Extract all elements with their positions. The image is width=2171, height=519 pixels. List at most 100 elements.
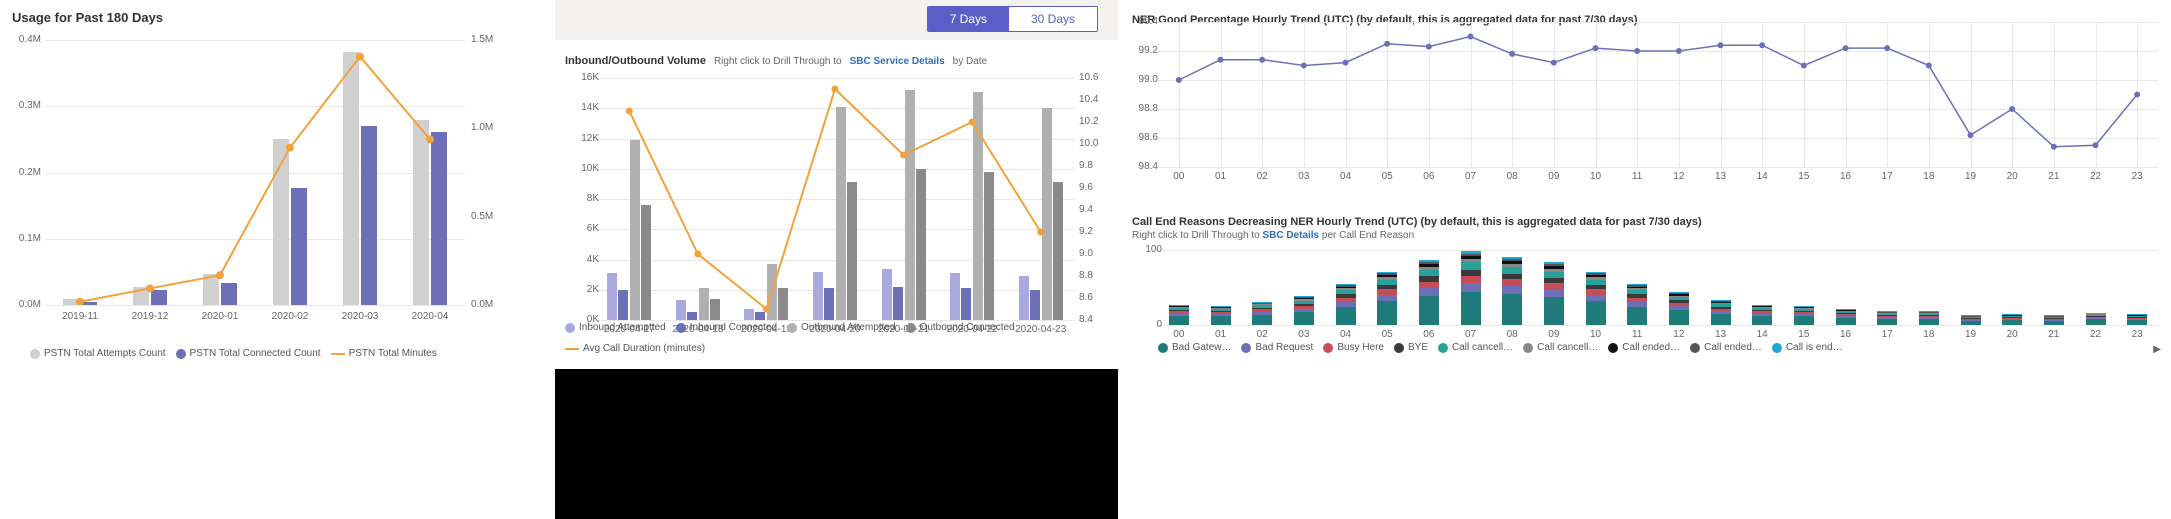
volume-chart: 0K2K4K6K8K10K12K14K16K8.48.68.89.09.29.4… [595,78,1075,320]
stacked-bar-segment [1919,313,1939,314]
stacked-bar-segment [1252,308,1272,310]
stacked-bar-segment [1711,309,1731,311]
stacked-bar-segment [1627,287,1647,289]
stacked-bar-segment [1794,306,1814,307]
stacked-bar-segment [1336,285,1356,286]
stacked-bar-segment [1336,287,1356,289]
stacked-bar-segment [1836,314,1856,316]
stacked-bar-segment [1627,294,1647,297]
stacked-bar-segment [1336,307,1356,325]
stacked-bar-segment [1627,288,1647,290]
stacked-bar-segment [1294,309,1314,312]
stacked-bar-segment [1794,312,1814,314]
legend-out-att: Outbound Attemptted [787,322,896,333]
stacked-bar-segment [1711,307,1731,309]
stacked-bar-segment [1377,272,1397,274]
stacked-bar-segment [1752,305,1772,306]
volume-legend: Inbound Attemptted Inbound Connected Out… [565,322,1105,354]
stacked-bar-segment [1169,316,1189,325]
stacked-bar-segment [2044,317,2064,318]
stacked-bar-segment [1961,317,1981,318]
stacked-bar-segment [1419,262,1439,264]
stacked-bar-segment [1419,267,1439,270]
stacked-bar-segment [2044,319,2064,320]
stacked-bar-segment [2086,315,2106,316]
usage-legend: PSTN Total Attempts Count PSTN Total Con… [30,348,437,359]
stacked-bar-segment [1544,297,1564,325]
stacked-bar-segment [1169,305,1189,306]
stacked-bar-segment [2086,314,2106,315]
stacked-bar-segment [1794,314,1814,316]
stacked-bar-segment [1836,318,1856,325]
stacked-bar-segment [1961,321,1981,325]
date-range-tabs: 7 Days 30 Days [927,6,1098,32]
ner-drill-prefix: Right click to Drill Through to [1132,230,1260,241]
stacked-bar-segment [1586,273,1606,275]
stacked-bar-segment [1627,307,1647,325]
stacked-bar-segment [1711,311,1731,314]
stacked-bar-segment [1752,313,1772,315]
stacked-bar-segment [1877,315,1897,316]
stacked-bar-segment [1502,294,1522,325]
stacked-bar-segment [1711,303,1731,304]
legend-item: Bad Request [1241,342,1313,353]
legend-item: BYE [1394,342,1428,353]
stacked-bar-segment [1377,289,1397,294]
stacked-bar-segment [1461,276,1481,283]
stacked-bar-segment [1544,278,1564,283]
stacked-bar-segment [1877,313,1897,314]
stacked-bar-segment [2127,315,2147,316]
stacked-bar-segment [1711,314,1731,325]
ner-bottom-legend: Bad Gatew… Bad Request Busy Here BYE Call ca… [1158,342,2158,353]
stacked-bar-segment [1461,256,1481,259]
stacked-bar-segment [1211,306,1231,307]
stacked-bar-segment [1836,310,1856,311]
stacked-bar-segment [2002,315,2022,316]
tab-30-days[interactable]: 30 Days [1009,7,1097,31]
stacked-bar-segment [1502,279,1522,286]
stacked-bar-segment [1294,304,1314,306]
tab-7-days[interactable]: 7 Days [928,7,1009,31]
stacked-bar-segment [1294,298,1314,299]
stacked-bar-segment [1627,298,1647,302]
stacked-bar-segment [1377,277,1397,280]
stacked-bar-segment [1627,285,1647,286]
stacked-bar-segment [1211,309,1231,311]
stacked-bar-segment [1586,275,1606,277]
stacked-bar-segment [1586,295,1606,301]
stacked-bar-segment [1502,267,1522,274]
stacked-bar-segment [1294,312,1314,325]
legend-scroll-right-icon[interactable]: ▶ [2153,344,2161,355]
stacked-bar-segment [1669,310,1689,325]
legend-item: Bad Gatew… [1158,342,1231,353]
stacked-bar-segment [2002,317,2022,318]
volume-header: 7 Days 30 Days [555,0,1118,40]
stacked-bar-segment [1461,270,1481,276]
ner-panel: NER Good Percentage Hourly Trend (UTC) (… [1118,0,2171,519]
stacked-bar-segment [2127,316,2147,317]
legend-item: Busy Here [1323,342,1384,353]
stacked-bar-segment [1502,286,1522,294]
stacked-bar-segment [1169,308,1189,310]
stacked-bar-segment [1877,319,1897,325]
stacked-bar-segment [1752,316,1772,325]
stacked-bar-segment [1252,315,1272,325]
stacked-bar-segment [1502,264,1522,267]
stacked-bar-segment [1877,317,1897,319]
stacked-bar-segment [1544,262,1564,264]
stacked-bar-segment [1669,292,1689,293]
stacked-bar-segment [1919,319,1939,325]
stacked-bar-segment [1586,301,1606,325]
stacked-bar-segment [1669,294,1689,295]
legend-item: Call ended… [1608,342,1680,353]
stacked-bar-segment [1169,313,1189,315]
ner-drill-link[interactable]: SBC Details [1262,230,1319,241]
stacked-bar-segment [1711,304,1731,306]
stacked-bar-segment [1419,264,1439,267]
stacked-bar-segment [1711,302,1731,303]
drill-link[interactable]: SBC Service Details [850,56,945,67]
stacked-bar-segment [1377,275,1397,277]
stacked-bar-segment [1544,272,1564,278]
stacked-bar-segment [1336,284,1356,285]
legend-item: Call cancell… [1438,342,1513,353]
